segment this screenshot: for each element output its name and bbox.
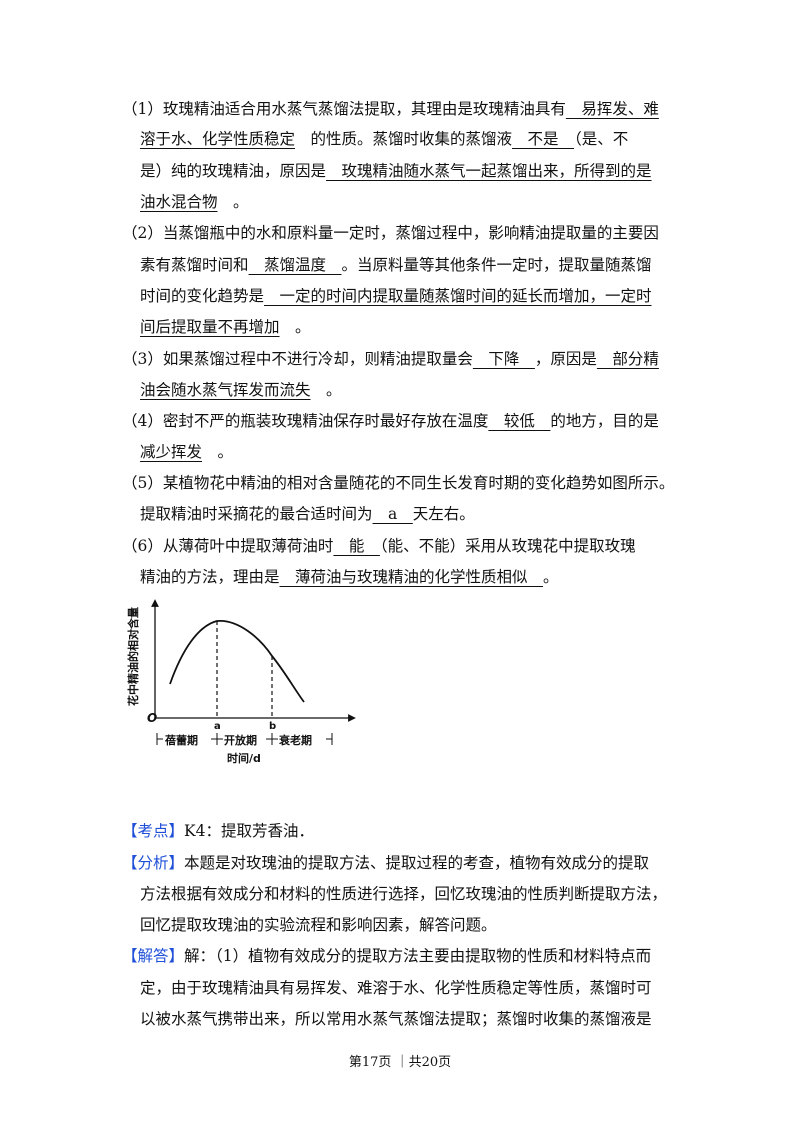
q1-line-2: 溶于水、化学性质稳定 的性质。蒸馏时收集的蒸馏液 不是 （是、不 — [140, 128, 628, 150]
q4-text: 的地方，目的是 — [550, 412, 659, 430]
q3-text: （3）如果蒸馏过程中不进行冷却，则精油提取量会 — [122, 350, 473, 368]
q4-text: 。 — [202, 443, 234, 461]
q1-text: （1）玫瑰精油适合用水蒸气蒸馏法提取，其理由是玫瑰精油具有 — [122, 100, 566, 118]
q1-line-3: 是）纯的玫瑰精油，原因是 玫瑰精油随水蒸气一起蒸馏出来，所得到的是 — [140, 160, 652, 182]
origin-label: O — [147, 711, 157, 725]
stage-label-bloom: 开放期 — [224, 733, 257, 747]
q5-text: （5）某植物花中精油的相对含量随花的不同生长发育时期的变化趋势如图所示。 — [122, 474, 675, 492]
fenxi-line-1: 【分析】本题是对玫瑰油的提取方法、提取过程的考查，植物有效成分的提取 — [122, 852, 649, 874]
q4-answer-1: 较低 — [488, 412, 551, 430]
q5-answer: a — [372, 505, 413, 523]
y-axis-label: 花中精油的相对含量 — [126, 607, 140, 706]
jieda-line-2: 定，由于玫瑰精油具有易挥发、难溶于水、化学性质稳定等性质，蒸馏时可 — [140, 977, 652, 999]
jieda-text: 以被水蒸气携带出来，所以常用水蒸气蒸馏法提取；蒸馏时收集的蒸馏液是 — [140, 1010, 652, 1028]
q3-line-2: 油会随水蒸气挥发而流失 。 — [140, 379, 342, 401]
stage-label-bud: 蓓蕾期 — [164, 733, 198, 747]
essential-oil-content-chart: 花中精油的相对含量 O a b 蓓蕾期 开放期 衰老期 时间/d — [126, 599, 356, 765]
q3-text: 。 — [310, 381, 342, 399]
q1-text: 是）纯的玫瑰精油，原因是 — [140, 162, 327, 180]
q6-text: 精油的方法，理由是 — [140, 568, 280, 586]
x-axis-label: 时间/d — [227, 751, 261, 765]
q1-answer-1-cont: 溶于水、化学性质稳定 — [140, 130, 296, 148]
q3-text: ，原因是 — [534, 350, 597, 368]
fenxi-text: 方法根据有效成分和材料的性质进行选择，回忆玫瑰油的性质判断提取方法， — [140, 885, 668, 903]
jieda-text: 解：（1）植物有效成分的提取方法主要由提取物的性质和材料特点而 — [184, 947, 652, 965]
q4-line-2: 减少挥发 。 — [140, 441, 233, 463]
fenxi-tag: 【分析】 — [122, 854, 185, 872]
jieda-text: 定，由于玫瑰精油具有易挥发、难溶于水、化学性质稳定等性质，蒸馏时可 — [140, 979, 652, 997]
q6-text: （能、不能）采用从玫瑰花中提取玫瑰 — [379, 537, 636, 555]
page-number: 第17页 ｜共20页 — [348, 1055, 452, 1070]
q5-line-2: 提取精油时采摘花的最合适时间为 a 天左右。 — [140, 503, 475, 525]
q1-answer-3: 玫瑰精油随水蒸气一起蒸馏出来，所得到的是 — [326, 162, 652, 180]
q4-answer-2: 减少挥发 — [140, 443, 203, 461]
kaodian-text: K4：提取芳香油． — [184, 822, 314, 840]
q6-text: （6）从薄荷叶中提取薄荷油时 — [122, 537, 334, 555]
q1-text: 的性质。蒸馏时收集的蒸馏液 — [295, 130, 513, 148]
q6-answer-1: 能 — [333, 537, 380, 555]
q2-answer-2: 一定的时间内提取量随蒸馏时间的延长而增加，一定时 — [264, 287, 652, 305]
q5-line-1: （5）某植物花中精油的相对含量随花的不同生长发育时期的变化趋势如图所示。 — [122, 472, 674, 494]
q2-line-1: （2）当蒸馏瓶中的水和原料量一定时，蒸馏过程中，影响精油提取量的主要因 — [122, 222, 659, 244]
fenxi-text: 本题是对玫瑰油的提取方法、提取过程的考查，植物有效成分的提取 — [184, 854, 650, 872]
jieda-tag: 【解答】 — [122, 947, 185, 965]
stage-label-wither: 衰老期 — [278, 733, 312, 747]
jieda-line-3: 以被水蒸气携带出来，所以常用水蒸气蒸馏法提取；蒸馏时收集的蒸馏液是 — [140, 1008, 652, 1030]
q1-line-1: （1）玫瑰精油适合用水蒸气蒸馏法提取，其理由是玫瑰精油具有 易挥发、难 — [122, 98, 659, 120]
q2-text: 时间的变化趋势是 — [140, 287, 265, 305]
q2-answer-2-cont: 间后提取量不再增加 — [140, 318, 280, 336]
q2-text: 。 — [279, 318, 311, 336]
q1-text: 。 — [217, 193, 249, 211]
q2-line-4: 间后提取量不再增加 。 — [140, 316, 311, 338]
q2-answer-1: 蒸馏温度 — [248, 256, 342, 274]
q2-text: 。当原料量等其他条件一定时，提取量随蒸馏 — [341, 256, 652, 274]
q5-text: 提取精油时采摘花的最合适时间为 — [140, 505, 373, 523]
q3-line-1: （3）如果蒸馏过程中不进行冷却，则精油提取量会 下降 ，原因是 部分精 — [122, 348, 659, 370]
q2-line-2: 素有蒸馏时间和 蒸馏温度 。当原料量等其他条件一定时，提取量随蒸馏 — [140, 254, 652, 276]
jieda-line-1: 【解答】解：（1）植物有效成分的提取方法主要由提取物的性质和材料特点而 — [122, 945, 651, 967]
q5-text: 天左右。 — [412, 505, 475, 523]
fenxi-text: 回忆提取玫瑰油的实验流程和影响因素，解答问题。 — [140, 916, 497, 934]
q6-line-1: （6）从薄荷叶中提取薄荷油时 能 （能、不能）采用从玫瑰花中提取玫瑰 — [122, 535, 636, 557]
q4-text: （4）密封不严的瓶装玫瑰精油保存时最好存放在温度 — [122, 412, 489, 430]
kaodian-tag: 【考点】 — [122, 822, 185, 840]
fenxi-line-2: 方法根据有效成分和材料的性质进行选择，回忆玫瑰油的性质判断提取方法， — [140, 883, 667, 905]
x-tick-b: b — [269, 721, 276, 732]
q1-text: （是、不 — [574, 130, 629, 148]
q2-line-3: 时间的变化趋势是 一定的时间内提取量随蒸馏时间的延长而增加，一定时 — [140, 285, 652, 307]
q1-answer-3-cont: 油水混合物 — [140, 193, 218, 211]
content-curve — [169, 620, 305, 703]
q1-line-4: 油水混合物 。 — [140, 191, 249, 213]
q2-text: （2）当蒸馏瓶中的水和原料量一定时，蒸馏过程中，影响精油提取量的主要因 — [122, 224, 659, 242]
kaodian-line: 【考点】K4：提取芳香油． — [122, 820, 314, 842]
q6-answer-2: 薄荷油与玫瑰精油的化学性质相似 — [279, 568, 544, 586]
q6-line-2: 精油的方法，理由是 薄荷油与玫瑰精油的化学性质相似 。 — [140, 566, 559, 588]
q2-text: 素有蒸馏时间和 — [140, 256, 249, 274]
q3-answer-1: 下降 — [472, 350, 535, 368]
q3-answer-2: 部分精 — [596, 350, 659, 368]
q1-answer-1: 易挥发、难 — [565, 100, 659, 118]
q4-line-1: （4）密封不严的瓶装玫瑰精油保存时最好存放在温度 较低 的地方，目的是 — [122, 410, 659, 432]
q1-answer-2: 不是 — [512, 130, 575, 148]
x-tick-a: a — [214, 721, 221, 732]
q3-answer-2-cont: 油会随水蒸气挥发而流失 — [140, 381, 311, 399]
q6-text: 。 — [543, 568, 559, 586]
fenxi-line-3: 回忆提取玫瑰油的实验流程和影响因素，解答问题。 — [140, 914, 497, 936]
